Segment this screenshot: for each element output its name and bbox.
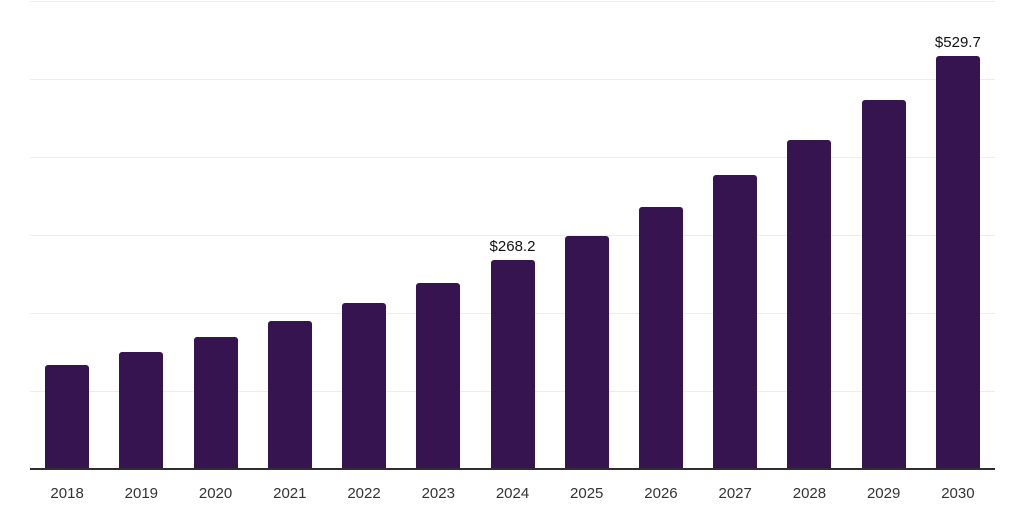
x-tick-2024: 2024	[495, 485, 530, 502]
x-tick-2021: 2021	[273, 485, 307, 502]
x-tick-2026: 2026	[644, 485, 678, 502]
bar-2020[interactable]	[193, 337, 238, 469]
value-label-2030: $529.7	[934, 33, 981, 51]
x-tick-2019: 2019	[124, 485, 159, 502]
bar-2030[interactable]	[935, 55, 980, 469]
bar-2023[interactable]	[416, 282, 461, 469]
x-tick-2022: 2022	[347, 485, 381, 502]
x-tick-2023: 2023	[421, 485, 455, 502]
bar-2024[interactable]	[490, 259, 535, 469]
x-tick-2028: 2028	[792, 485, 827, 502]
bar-2025[interactable]	[564, 235, 609, 469]
bar-2028[interactable]	[787, 139, 832, 469]
x-tick-2020: 2020	[198, 485, 233, 502]
x-tick-2027: 2027	[718, 485, 752, 502]
x-tick-2029: 2029	[866, 485, 901, 502]
bar-2026[interactable]	[638, 207, 683, 469]
bar-2027[interactable]	[713, 175, 758, 469]
x-tick-2025: 2025	[570, 485, 604, 502]
gridline-400	[30, 157, 995, 158]
bar-2029[interactable]	[861, 99, 906, 469]
x-tick-2030: 2030	[941, 485, 975, 502]
bar-2019[interactable]	[119, 351, 164, 469]
x-axis-line	[30, 468, 995, 470]
bar-2018[interactable]	[45, 364, 90, 469]
x-tick-2018: 2018	[50, 485, 84, 502]
value-label-2024: $268.2	[489, 237, 536, 255]
bar-2022[interactable]	[342, 302, 387, 469]
gridline-500	[30, 79, 995, 80]
plot-area: $268.2 $529.7	[30, 1, 995, 470]
bar-2021[interactable]	[267, 320, 312, 469]
gridline-300	[30, 235, 995, 236]
gridline-600	[30, 1, 995, 2]
